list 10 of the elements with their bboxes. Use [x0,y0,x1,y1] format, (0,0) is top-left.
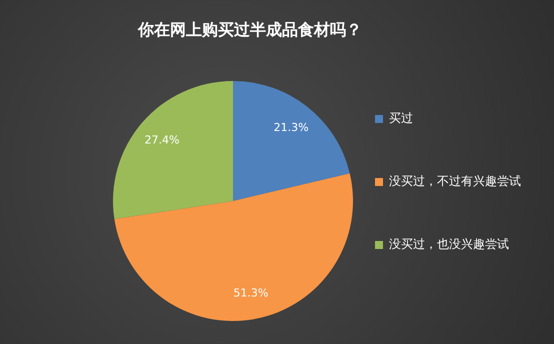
data-label: 21.3% [274,121,309,134]
legend-label: 买过 [389,110,413,127]
chart-title: 你在网上购买过半成品食材吗？ [136,20,363,41]
pie-slice [113,81,233,220]
pie-slice [114,173,353,321]
data-label: 51.3% [233,286,268,300]
legend-label: 没买过，也没兴趣尝试 [389,236,509,253]
data-label: 27.4% [144,133,180,146]
legend-label: 没买过，不过有兴趣尝试 [389,173,521,190]
pie-slice [233,81,350,201]
